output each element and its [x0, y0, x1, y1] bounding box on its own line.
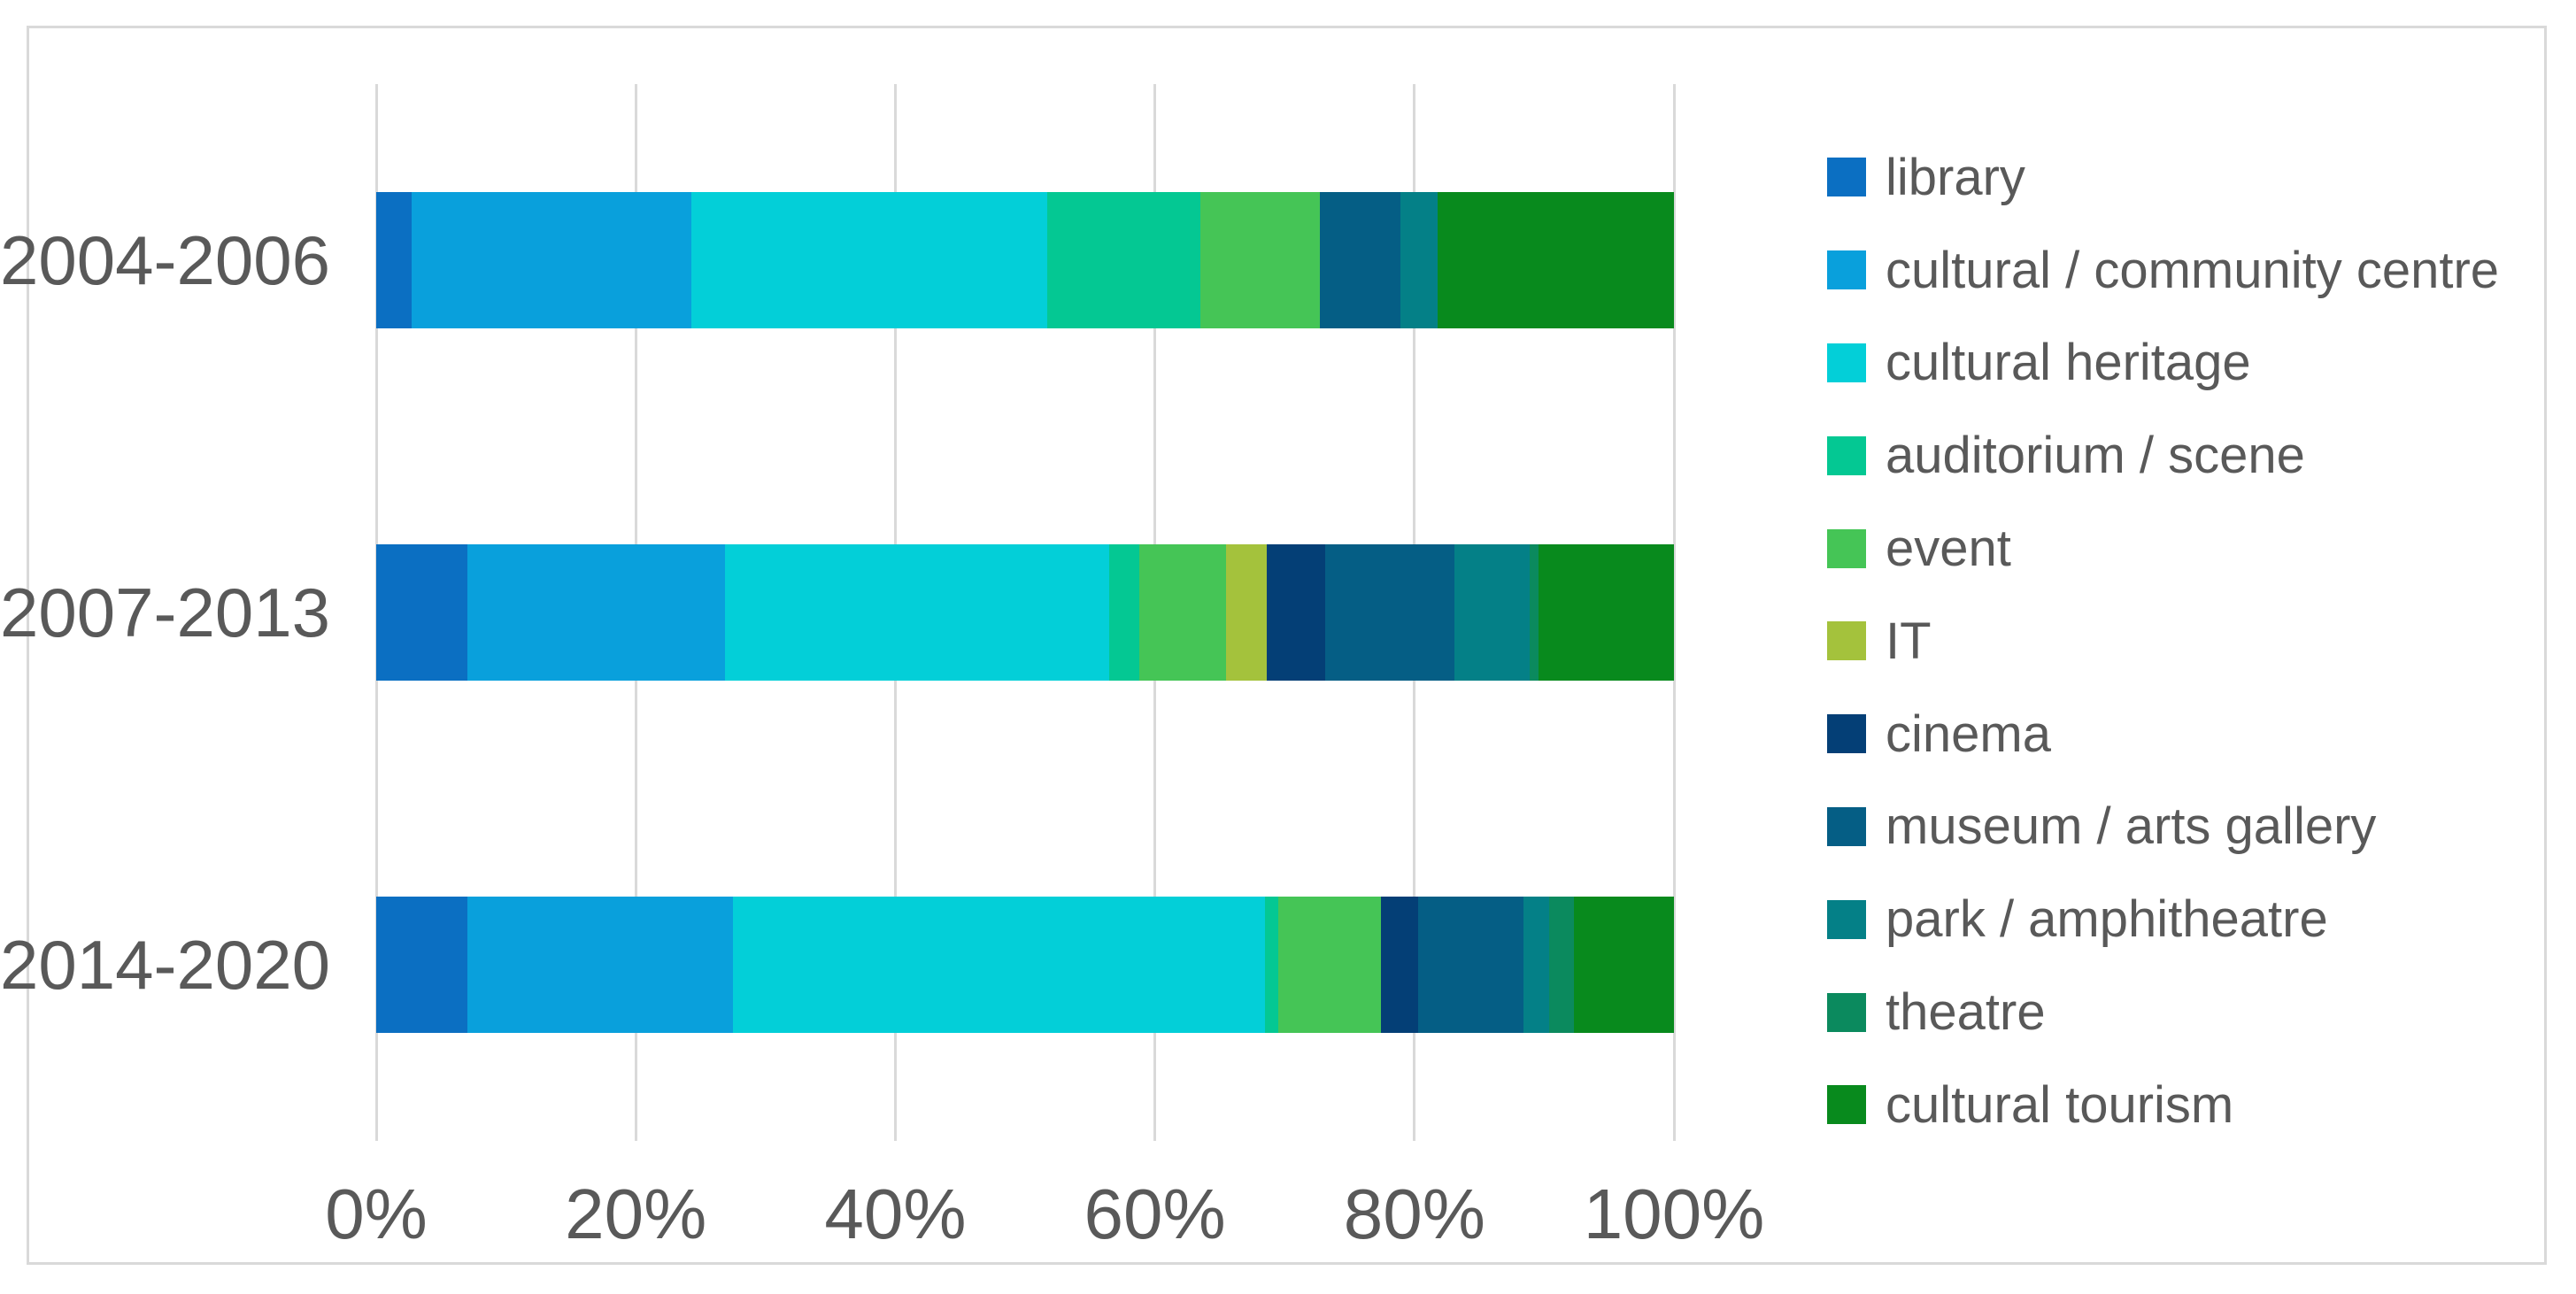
legend-swatch-icon [1827, 435, 1866, 475]
category-label: 2014-2020 [0, 926, 331, 1004]
bar-segment-cinema [1380, 897, 1419, 1033]
x-tick-label: 20% [565, 1175, 707, 1253]
legend-label: auditorium / scene [1886, 427, 2305, 485]
bar-segment-cultural-heritage [725, 544, 1110, 681]
legend-label: museum / arts gallery [1886, 797, 2377, 856]
x-tick-label: 100% [1583, 1175, 1765, 1253]
x-tick-label: 80% [1343, 1175, 1485, 1253]
plot-area [374, 84, 1676, 1141]
legend: library cultural / community centre cultur… [1827, 131, 2499, 1152]
bar-segment-museum-arts-gallery [1324, 544, 1455, 681]
bar-segment-museum-arts-gallery [1418, 897, 1523, 1033]
bar-row [376, 544, 1674, 681]
bar-segment-park-amphitheatre [1400, 192, 1438, 328]
bar-segment-park-amphitheatre [1523, 897, 1550, 1033]
legend-swatch-icon [1827, 899, 1866, 939]
legend-swatch-icon [1827, 343, 1866, 382]
bar-segment-museum-arts-gallery [1319, 192, 1400, 328]
legend-item: cultural / community centre [1827, 224, 2499, 317]
x-tick-label: 40% [824, 1175, 967, 1253]
gridline [1672, 84, 1676, 1141]
legend-item: auditorium / scene [1827, 409, 2499, 502]
category-axis: 2004-2006 2007-2013 2014-2020 [0, 0, 345, 1294]
bar-segment-cultural-heritage [733, 897, 1266, 1033]
legend-label: cultural heritage [1886, 334, 2251, 392]
bar-segment-cultural-tourism [1438, 192, 1674, 328]
bar-segment-cultural-community-centre [411, 192, 692, 328]
bar-row [376, 192, 1674, 328]
legend-item: cinema [1827, 688, 2499, 781]
legend-label: cultural tourism [1886, 1075, 2234, 1134]
bar-segment-library [376, 897, 467, 1033]
bar-row [376, 897, 1674, 1033]
legend-item: library [1827, 131, 2499, 224]
legend-swatch-icon [1827, 806, 1866, 846]
legend-swatch-icon [1827, 250, 1866, 290]
legend-item: museum / arts gallery [1827, 781, 2499, 874]
bar-segment-park-amphitheatre [1454, 544, 1531, 681]
bar-segment-cultural-community-centre [467, 897, 734, 1033]
legend-label: library [1886, 148, 2025, 206]
legend-swatch-icon [1827, 621, 1866, 661]
legend-label: theatre [1886, 983, 2046, 1042]
category-label: 2004-2006 [0, 221, 331, 299]
legend-label: event [1886, 520, 2011, 578]
bar-segment-theatre [1530, 544, 1539, 681]
bar-segment-event [1138, 544, 1227, 681]
legend-label: IT [1886, 612, 1932, 670]
bar-segment-library [376, 192, 412, 328]
bar-segment-event [1199, 192, 1320, 328]
legend-swatch-icon [1827, 714, 1866, 754]
bar-segment-library [376, 544, 467, 681]
legend-item: IT [1827, 595, 2499, 688]
bar-segment-cultural-heritage [691, 192, 1047, 328]
bar-segment-cultural-community-centre [467, 544, 726, 681]
category-label: 2007-2013 [0, 574, 331, 651]
legend-swatch-icon [1827, 528, 1866, 568]
bar-segment-cultural-tourism [1574, 897, 1674, 1033]
legend-item: cultural heritage [1827, 317, 2499, 410]
legend-label: park / amphitheatre [1886, 890, 2328, 949]
legend-swatch-icon [1827, 1085, 1866, 1125]
bar-segment-it [1226, 544, 1267, 681]
legend-label: cinema [1886, 705, 2051, 763]
bar-segment-cultural-tourism [1539, 544, 1674, 681]
bar-segment-auditorium-scene [1265, 897, 1278, 1033]
legend-item: park / amphitheatre [1827, 873, 2499, 966]
x-tick-label: 0% [325, 1175, 428, 1253]
legend-swatch-icon [1827, 992, 1866, 1032]
legend-label: cultural / community centre [1886, 241, 2500, 299]
bar-segment-auditorium-scene [1109, 544, 1139, 681]
legend-item: theatre [1827, 966, 2499, 1059]
x-tick-label: 60% [1084, 1175, 1226, 1253]
bar-segment-theatre [1549, 897, 1575, 1033]
legend-item: cultural tourism [1827, 1059, 2499, 1152]
bar-segment-auditorium-scene [1046, 192, 1200, 328]
legend-swatch-icon [1827, 158, 1866, 197]
bar-segment-cinema [1266, 544, 1325, 681]
legend-item: event [1827, 502, 2499, 595]
bar-segment-event [1277, 897, 1381, 1033]
